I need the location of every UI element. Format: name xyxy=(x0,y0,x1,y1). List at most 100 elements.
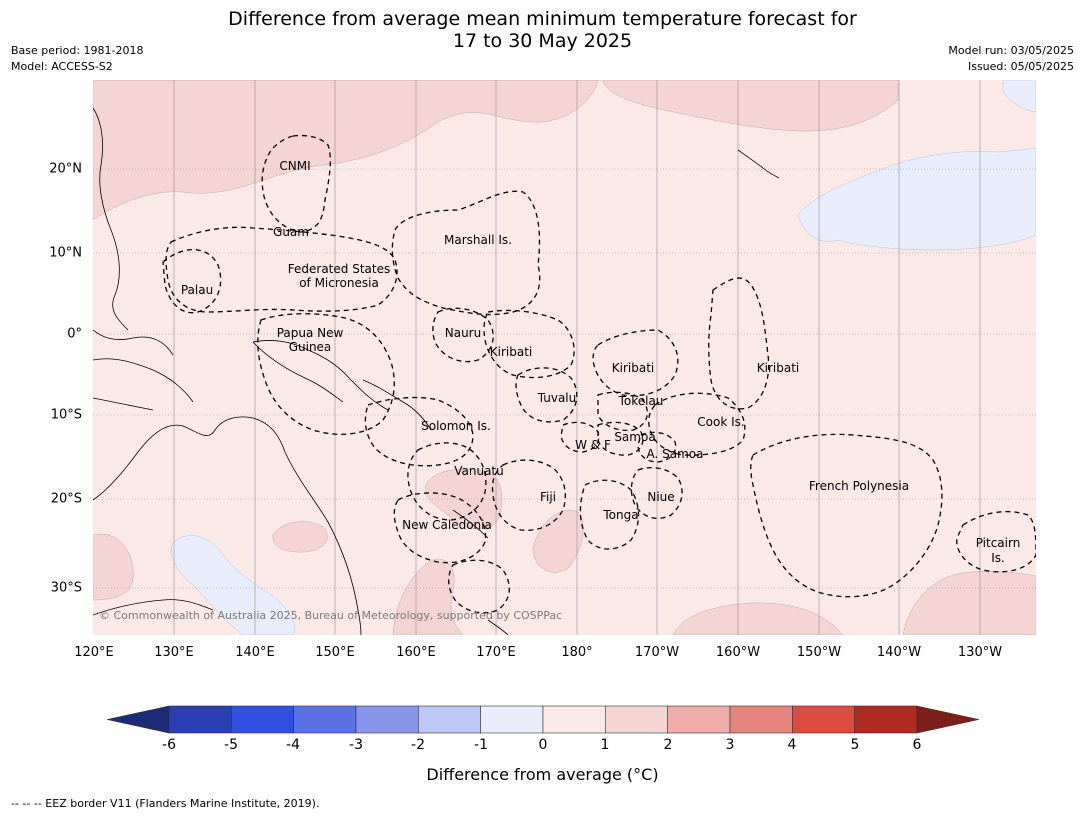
coast-philippines xyxy=(93,107,174,356)
warm-area-fiji xyxy=(532,510,584,573)
eez-pitcairn xyxy=(956,510,1036,573)
cb-tick-1: 1 xyxy=(600,737,610,753)
warm-area-coral xyxy=(272,521,328,553)
eez-cook xyxy=(648,392,746,456)
label-tokelau: Tokelau xyxy=(618,394,664,408)
lat-label-10s: 10°S xyxy=(50,407,82,423)
colorbar-bin xyxy=(293,705,357,734)
label-png-line1: Papua New xyxy=(277,326,344,340)
copyright-notice: © Commonwealth of Australia 2025, Bureau… xyxy=(99,609,563,622)
lon-label-140w: 140°W xyxy=(876,645,922,660)
label-vanuatu: Vanuatu xyxy=(454,464,504,478)
lon-label-130e: 130°E xyxy=(154,645,194,660)
colorbar-bin xyxy=(729,705,793,734)
lon-label-120e: 120°E xyxy=(74,645,114,660)
label-fsm-line1: Federated States xyxy=(288,262,390,276)
eez-french-polynesia xyxy=(750,433,943,598)
label-pitcairn-line1: Pitcairn xyxy=(976,536,1021,550)
cb-tick-neg5: -5 xyxy=(224,737,238,753)
cb-tick-neg3: -3 xyxy=(349,737,363,753)
label-tonga: Tonga xyxy=(602,508,638,522)
cool-area-central-pacific xyxy=(797,147,1036,251)
eez-kiribati-central xyxy=(592,329,679,397)
eez-nauru xyxy=(432,307,494,363)
lat-label-20s: 20°S xyxy=(50,491,82,507)
colorbar-over-arrow xyxy=(916,705,979,734)
region-labels: CNMI Guam Marshall Is. Federated States … xyxy=(181,159,1020,565)
model-run: Model run: 03/05/2025 xyxy=(948,44,1074,57)
coast-indonesia xyxy=(93,358,194,411)
colorbar-bin xyxy=(480,705,544,734)
eez-borders xyxy=(162,134,1036,614)
warm-area-west xyxy=(93,533,134,601)
colorbar-bin xyxy=(355,705,419,734)
warm-area-tasman xyxy=(392,558,464,635)
forecast-map: CNMI Guam Marshall Is. Federated States … xyxy=(93,80,1036,635)
eez-wf xyxy=(560,421,600,453)
lat-label-10n: 10°N xyxy=(49,245,82,261)
label-french-polynesia: French Polynesia xyxy=(809,479,909,493)
lon-label-160w: 160°W xyxy=(715,645,761,660)
label-american-samoa: A. Samoa xyxy=(647,447,704,461)
cb-tick-neg6: -6 xyxy=(162,737,176,753)
meta-right: Model run: 03/05/2025 Issued: 05/05/2025 xyxy=(948,43,1074,75)
warm-area-southeast xyxy=(902,570,1036,635)
warm-anomaly-areas xyxy=(93,80,1036,635)
eez-new-caledonia xyxy=(393,492,487,564)
colorbar-bin xyxy=(667,705,731,734)
warm-area-north xyxy=(93,80,899,221)
label-fiji: Fiji xyxy=(540,490,556,504)
cool-anomaly-areas xyxy=(171,80,1036,635)
eez-kiribati-east xyxy=(708,277,770,410)
cb-tick-2: 2 xyxy=(663,737,673,753)
cb-tick-neg2: -2 xyxy=(411,737,425,753)
colorbar-bin xyxy=(854,705,918,734)
eez-solomon xyxy=(364,396,474,467)
eez-marshall xyxy=(391,190,541,316)
label-fsm-line2: of Micronesia xyxy=(299,276,379,290)
colorbar-under-arrow xyxy=(107,705,170,734)
lon-label-160e: 160°E xyxy=(396,645,436,660)
label-wf: W & F xyxy=(575,438,611,452)
label-kiribati-west: Kiribati xyxy=(490,345,532,359)
cb-tick-3: 3 xyxy=(725,737,735,753)
eez-vanuatu xyxy=(407,442,487,521)
label-samoa: Samoa xyxy=(614,430,655,444)
label-guam: Guam xyxy=(273,225,309,239)
issued-date: Issued: 05/05/2025 xyxy=(967,60,1074,73)
lat-label-0: 0° xyxy=(67,326,82,342)
colorbar-bin xyxy=(231,705,294,734)
graticule xyxy=(93,80,1036,635)
label-solomon: Solomon Is. xyxy=(421,419,491,433)
eez-kiribati-west xyxy=(483,309,575,379)
coastlines xyxy=(93,107,780,635)
colorbar-bin xyxy=(792,705,855,734)
label-new-caledonia: New Caledonia xyxy=(402,518,492,532)
meta-left: Base period: 1981-2018 Model: ACCESS-S2 xyxy=(11,43,143,75)
eez-fsm xyxy=(165,226,398,313)
eez-norfolk xyxy=(448,559,510,614)
warm-area-south xyxy=(672,602,844,635)
eez-cnmi xyxy=(261,134,331,233)
label-kiribati-central: Kiribati xyxy=(612,361,654,375)
label-marshall: Marshall Is. xyxy=(444,233,512,247)
colorbar-bin xyxy=(605,705,668,734)
eez-niue xyxy=(630,467,683,519)
eez-tuvalu xyxy=(515,367,578,423)
colorbar xyxy=(107,705,979,734)
eez-palau xyxy=(162,249,222,314)
label-cnmi: CNMI xyxy=(279,159,310,173)
coast-new-zealand xyxy=(487,619,509,635)
colorbar-bin xyxy=(418,705,481,734)
cb-tick-neg4: -4 xyxy=(286,737,300,753)
title-line-2: 17 to 30 May 2025 xyxy=(452,30,633,52)
eez-png xyxy=(257,313,395,435)
label-cook: Cook Is. xyxy=(697,415,744,429)
cb-tick-4: 4 xyxy=(787,737,797,753)
cool-area-northeast xyxy=(1002,80,1036,113)
label-kiribati-east: Kiribati xyxy=(757,361,799,375)
lon-label-150e: 150°E xyxy=(315,645,355,660)
base-period: Base period: 1981-2018 xyxy=(11,44,144,57)
cool-area-australia xyxy=(171,535,296,635)
label-palau: Palau xyxy=(181,283,213,297)
